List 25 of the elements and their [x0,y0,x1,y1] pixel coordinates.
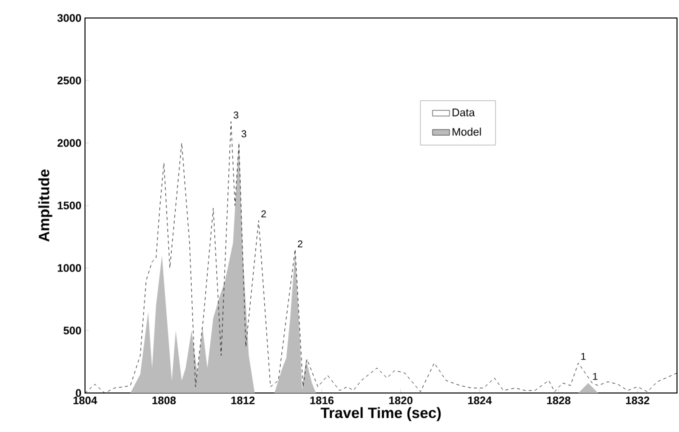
annotation: 1 [581,352,586,360]
y-tick-label: 1000 [58,264,82,272]
annotation: 2 [298,240,302,248]
y-axis-title: Amplitude [38,169,52,242]
x-tick-label: 1820 [389,396,412,404]
annotation: 3 [234,112,238,119]
x-tick-label: 1804 [73,396,98,404]
y-tick-label: 2500 [57,76,82,84]
annotation: 1 [593,372,598,380]
annotation: 3 [241,130,246,138]
y-tick-label: 2000 [57,139,82,147]
x-tick-label: 1816 [310,396,334,404]
x-tick-label: 1832 [626,396,650,404]
x-tick-label: 1808 [152,396,176,404]
y-tick-label: 500 [64,326,82,334]
x-tick-label: 1828 [547,396,570,404]
annotation: 2 [261,210,266,218]
legend-label: Data [452,108,475,116]
x-tick-label: 1812 [231,396,255,404]
y-tick-label: 0 [76,389,82,397]
y-tick-label: 1500 [58,202,82,210]
x-tick-label: 1824 [468,396,492,404]
legend-label: Model [452,128,481,136]
x-axis-title: Travel Time (sec) [320,407,441,422]
y-tick-label: 3000 [57,14,82,22]
